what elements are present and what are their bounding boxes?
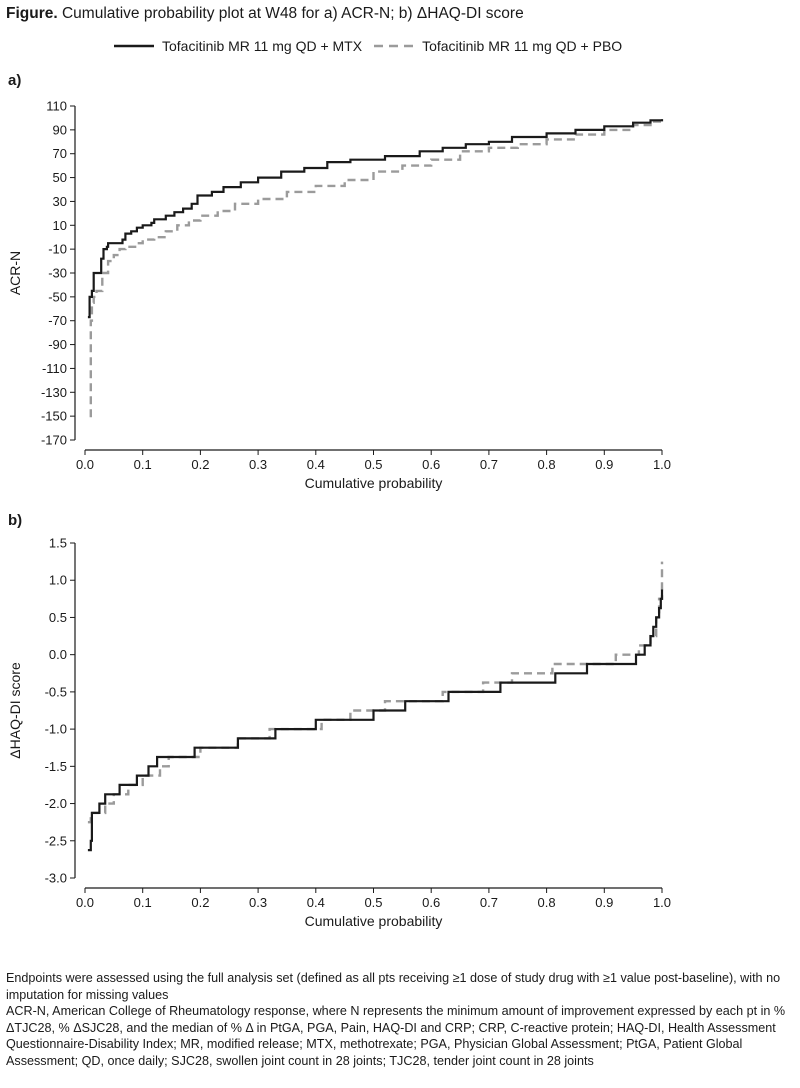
y-tick-label: -1.0 xyxy=(45,722,67,737)
x-tick-label: 0.5 xyxy=(364,895,382,910)
y-tick-label: -2.0 xyxy=(45,796,67,811)
x-tick-label: 1.0 xyxy=(653,457,671,472)
y-axis-label: ACR-N xyxy=(7,251,23,295)
legend: Tofacitinib MR 11 mg QD + MTX Tofacitini… xyxy=(112,38,632,54)
x-tick-label: 0.0 xyxy=(76,457,94,472)
x-tick-label: 0.8 xyxy=(538,895,556,910)
legend-item-mtx: Tofacitinib MR 11 mg QD + MTX xyxy=(112,38,362,54)
y-tick-label: 50 xyxy=(53,170,67,185)
series-line-mtx xyxy=(87,589,664,852)
x-axis-label: Cumulative probability xyxy=(305,475,443,491)
y-tick-label: -110 xyxy=(42,361,67,376)
x-tick-label: 0.4 xyxy=(307,895,325,910)
footnote-abbreviations: ACR-N, American College of Rheumatology … xyxy=(6,1004,786,1068)
y-tick-label: -0.5 xyxy=(45,684,67,699)
y-axis-label: ΔHAQ-DI score xyxy=(7,662,23,759)
y-tick-label: -50 xyxy=(48,289,67,304)
y-tick-label: -3.0 xyxy=(45,871,67,886)
x-tick-label: 0.1 xyxy=(134,457,152,472)
y-tick-label: 10 xyxy=(53,218,67,233)
x-axis-label: Cumulative probability xyxy=(305,913,443,929)
figure-title-text: Cumulative probability plot at W48 for a… xyxy=(61,5,524,22)
chart-delta-haq-di: 1.5 1.0 0.5 0.0 -0.5 -1.0 -1.5 -2.0 -2.5 -3.0 0.0 0… xyxy=(7,536,671,930)
panel-label-a: a) xyxy=(8,72,22,89)
legend-label-pbo: Tofacitinib MR 11 mg QD + PBO xyxy=(422,38,623,54)
y-tick-label: 90 xyxy=(53,122,67,137)
x-tick-label: 0.9 xyxy=(595,895,613,910)
x-tick-label: 0.2 xyxy=(191,895,209,910)
legend-swatch-dashed-icon xyxy=(374,44,415,48)
x-tick-label: 1.0 xyxy=(653,895,671,910)
x-tick-label: 0.6 xyxy=(422,895,440,910)
series-line-pbo xyxy=(89,119,664,418)
x-tick-label: 0.6 xyxy=(422,457,440,472)
y-tick-label: -170 xyxy=(41,433,67,448)
panel-label-b: b) xyxy=(8,512,23,529)
y-tick-label: -150 xyxy=(41,409,67,424)
y-tick-label: -1.5 xyxy=(45,759,67,774)
legend-item-pbo: Tofacitinib MR 11 mg QD + PBO xyxy=(372,38,622,54)
chart-acr-n: 110 90 70 50 30 10 -10 -30 -50 -70 -90 -110 -130 -150… xyxy=(7,99,671,492)
footnote-endpoints: Endpoints were assessed using the full a… xyxy=(6,971,781,1002)
x-tick-label: 0.4 xyxy=(307,457,325,472)
y-tick-label: 70 xyxy=(53,146,67,161)
x-tick-label: 0.7 xyxy=(480,457,498,472)
footnote: Endpoints were assessed using the full a… xyxy=(6,970,796,1069)
x-tick-label: 0.2 xyxy=(191,457,209,472)
x-tick-label: 0.5 xyxy=(364,457,382,472)
y-tick-label: -90 xyxy=(48,337,67,352)
y-tick-label: 0.5 xyxy=(49,610,67,625)
y-tick-label: -30 xyxy=(48,266,67,281)
y-tick-label: 0.0 xyxy=(49,647,67,662)
x-tick-label: 0.8 xyxy=(538,457,556,472)
y-tick-label: -70 xyxy=(48,313,67,328)
series-line-pbo xyxy=(87,561,664,824)
x-tick-label: 0.0 xyxy=(76,895,94,910)
x-tick-label: 0.9 xyxy=(595,457,613,472)
y-tick-label: -130 xyxy=(41,385,67,400)
y-tick-label: -10 xyxy=(48,242,67,257)
figure-title-prefix: Figure. xyxy=(6,5,58,22)
x-tick-label: 0.3 xyxy=(249,457,267,472)
y-tick-label: 1.5 xyxy=(49,536,67,551)
series-line-mtx xyxy=(87,119,664,319)
y-tick-label: 30 xyxy=(53,194,67,209)
legend-swatch-solid-icon xyxy=(114,44,154,48)
x-tick-label: 0.1 xyxy=(134,895,152,910)
legend-label-mtx: Tofacitinib MR 11 mg QD + MTX xyxy=(162,38,363,54)
y-tick-label: -2.5 xyxy=(45,833,67,848)
y-tick-label: 110 xyxy=(46,99,67,114)
x-tick-label: 0.7 xyxy=(480,895,498,910)
y-tick-label: 1.0 xyxy=(49,573,67,588)
x-tick-label: 0.3 xyxy=(249,895,267,910)
figure-title: Figure. Cumulative probability plot at W… xyxy=(6,4,524,24)
